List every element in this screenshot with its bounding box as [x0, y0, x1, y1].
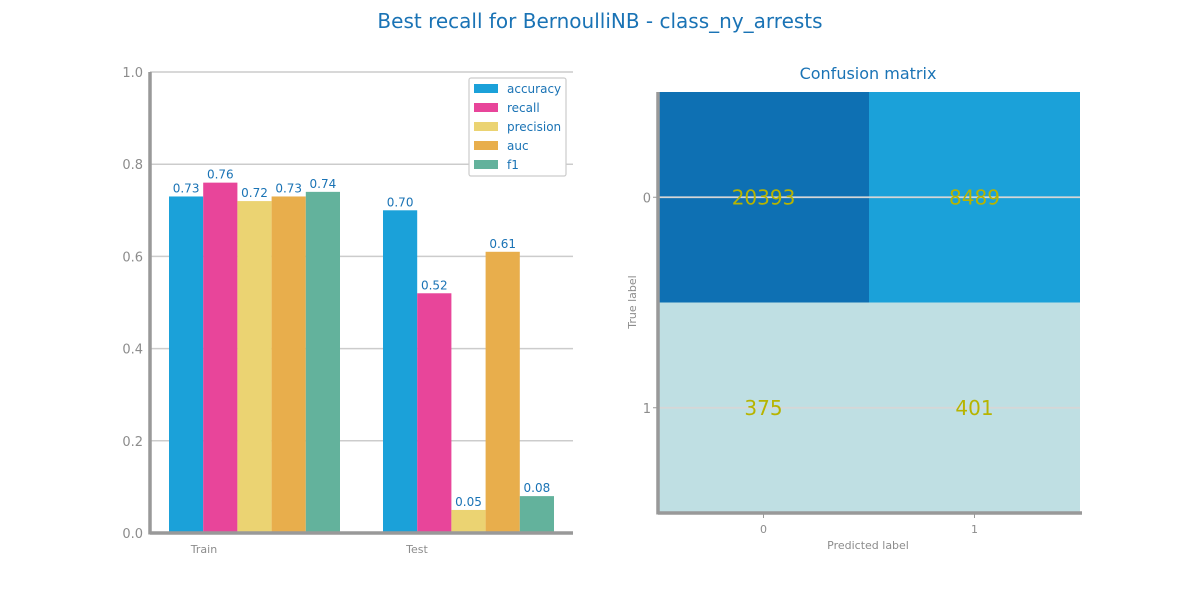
legend-swatch-auc [474, 141, 498, 150]
confusion-matrix: Confusion matrix 20393 8489 375 401 0 1 0 1 Pr… [626, 64, 1082, 552]
bar-series [169, 182, 554, 534]
legend: accuracy recall precision auc f1 [468, 77, 567, 177]
bar-value-label: 0.72 [241, 186, 268, 200]
bar-f1-test [519, 496, 554, 533]
bar-value-label: 0.52 [421, 278, 448, 292]
y-tick-label: 1.0 [122, 66, 143, 81]
x-tick-label: 1 [971, 523, 978, 536]
y-tick-label: 0.8 [122, 158, 143, 173]
legend-label-auc: auc [507, 139, 529, 153]
bar-y-ticks: 0.0 0.2 0.4 0.6 0.8 1.0 [122, 66, 143, 542]
y-tick-label: 0.6 [122, 250, 143, 265]
cell-value: 20393 [732, 185, 796, 209]
bar-axes [148, 72, 573, 535]
bar-accuracy-test [383, 210, 418, 534]
bar-value-labels: 0.73 0.76 0.72 0.73 0.74 0.70 0.52 0.05 0.61 0.08 [173, 168, 551, 509]
bar-value-label: 0.05 [455, 495, 482, 509]
legend-box [468, 77, 567, 177]
x-tick-label: Test [405, 543, 428, 556]
legend-label-f1: f1 [507, 158, 519, 172]
y-tick-label: 0.2 [122, 435, 143, 450]
y-tick-label: 0 [643, 191, 651, 206]
legend-swatch-recall [474, 103, 498, 112]
bar-value-label: 0.61 [489, 237, 516, 251]
cell-value: 8489 [949, 185, 1000, 209]
x-tick-label: Train [190, 543, 217, 556]
cell-value: 375 [744, 396, 782, 420]
y-tick-label: 1 [643, 402, 651, 417]
bar-value-label: 0.73 [275, 181, 302, 195]
legend-label-accuracy: accuracy [507, 82, 561, 96]
bar-value-label: 0.76 [207, 168, 234, 182]
legend-label-precision: precision [507, 120, 561, 134]
y-tick-label: 0.0 [122, 527, 143, 542]
bar-accuracy-train [169, 196, 204, 533]
cell-value: 401 [955, 396, 993, 420]
bar-value-label: 0.73 [173, 181, 200, 195]
confusion-matrix-gridlines [658, 196, 1080, 409]
legend-swatch-accuracy [474, 84, 498, 93]
confusion-matrix-title: Confusion matrix [800, 64, 937, 83]
bar-x-ticks: Train Test [190, 543, 429, 556]
bar-precision-test [451, 509, 486, 533]
bar-auc-test [485, 251, 520, 534]
figure-title: Best recall for BernoulliNB - class_ny_a… [377, 9, 822, 33]
confusion-matrix-cells [658, 92, 1080, 513]
bar-auc-train [271, 196, 306, 533]
confusion-matrix-values: 20393 8489 375 401 [732, 185, 1000, 420]
x-axis-label: Predicted label [827, 539, 909, 552]
bar-value-label: 0.70 [387, 195, 414, 209]
bar-value-label: 0.74 [310, 177, 337, 191]
legend-label-recall: recall [507, 101, 540, 115]
confusion-matrix-axes [656, 92, 1082, 515]
legend-swatch-precision [474, 122, 498, 131]
confusion-matrix-ticks: 0 1 0 1 [643, 191, 978, 536]
y-axis-label: True label [626, 275, 639, 329]
bar-recall-test [417, 293, 452, 533]
legend-swatch-f1 [474, 160, 498, 169]
y-tick-label: 0.4 [122, 343, 143, 358]
bar-recall-train [203, 182, 238, 533]
bar-precision-train [237, 201, 272, 533]
bar-chart: 0.00.20.40.60.81.0 0.730.760.72 0.73 0.740… [122, 66, 573, 556]
bar-value-label: 0.08 [524, 481, 551, 495]
x-tick-label: 0 [760, 523, 767, 536]
bar-f1-train [305, 191, 340, 534]
